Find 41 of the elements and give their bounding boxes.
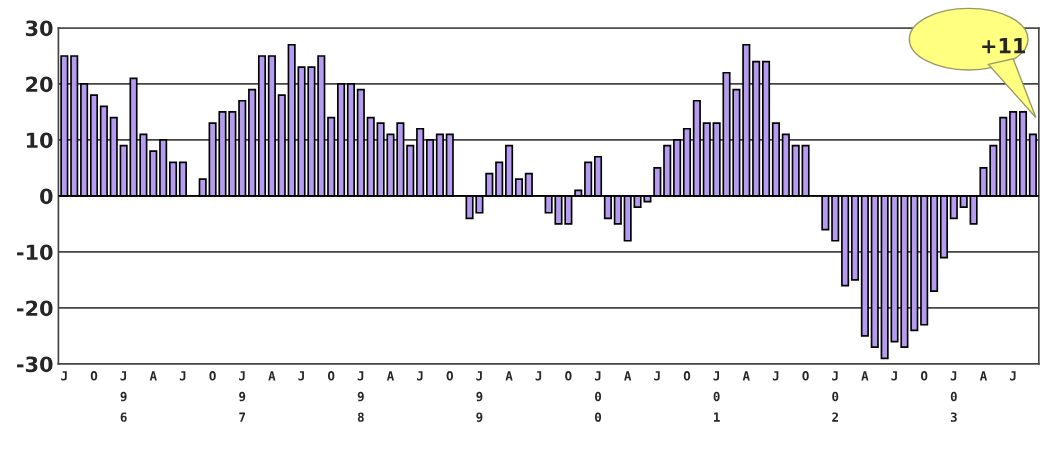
x-tick-label: J — [298, 371, 304, 381]
x-tick-label: O — [446, 371, 453, 381]
x-tick-label: J — [61, 371, 67, 381]
x-tick-label: J — [417, 371, 423, 381]
x-tick-label: J — [654, 371, 660, 381]
x-tick-label: J 0 0 — [594, 371, 602, 422]
y-tick-label: 10 — [26, 132, 53, 149]
x-tick-label: A — [979, 371, 988, 381]
x-tick-label: J 0 1 — [713, 371, 720, 422]
x-tick-label: J 9 8 — [357, 371, 364, 422]
x-tick-label: J 9 9 — [476, 371, 483, 422]
x-tick-label: J — [1010, 371, 1016, 381]
x-tick-label: A — [505, 371, 513, 381]
y-tick-label: -10 — [17, 244, 53, 261]
x-tick-label: A — [149, 371, 157, 381]
x-tick-label: A — [861, 371, 869, 381]
y-tick-label: -30 — [17, 356, 53, 373]
y-tick-label: 0 — [40, 188, 53, 205]
x-tick-label: J 0 2 — [832, 371, 839, 422]
y-tick-label: 30 — [25, 20, 53, 37]
x-tick-label: A — [268, 371, 276, 381]
y-tick-label: -20 — [17, 300, 53, 317]
x-tick-label: J 9 6 — [120, 371, 127, 422]
x-tick-label: O — [802, 371, 809, 381]
y-tick-label: 20 — [26, 76, 53, 93]
x-tick-label: O — [920, 371, 928, 381]
x-tick-label: J — [891, 371, 897, 381]
x-tick-label: O — [90, 371, 98, 381]
x-tick-label: O — [565, 371, 572, 381]
x-tick-label: A — [386, 371, 395, 381]
x-tick-label: J 0 3 — [950, 371, 957, 422]
x-tick-label: J — [179, 371, 186, 381]
x-tick-label: O — [327, 371, 335, 381]
x-tick-label: J — [535, 371, 542, 381]
x-tick-label: O — [683, 371, 691, 381]
x-tick-label: A — [742, 371, 750, 381]
annotation: +11 — [982, 38, 1026, 54]
x-tick-label: O — [209, 371, 216, 381]
x-tick-label: A — [624, 371, 632, 381]
x-tick-label: J 9 7 — [239, 371, 246, 422]
x-tick-label: J — [772, 371, 779, 381]
